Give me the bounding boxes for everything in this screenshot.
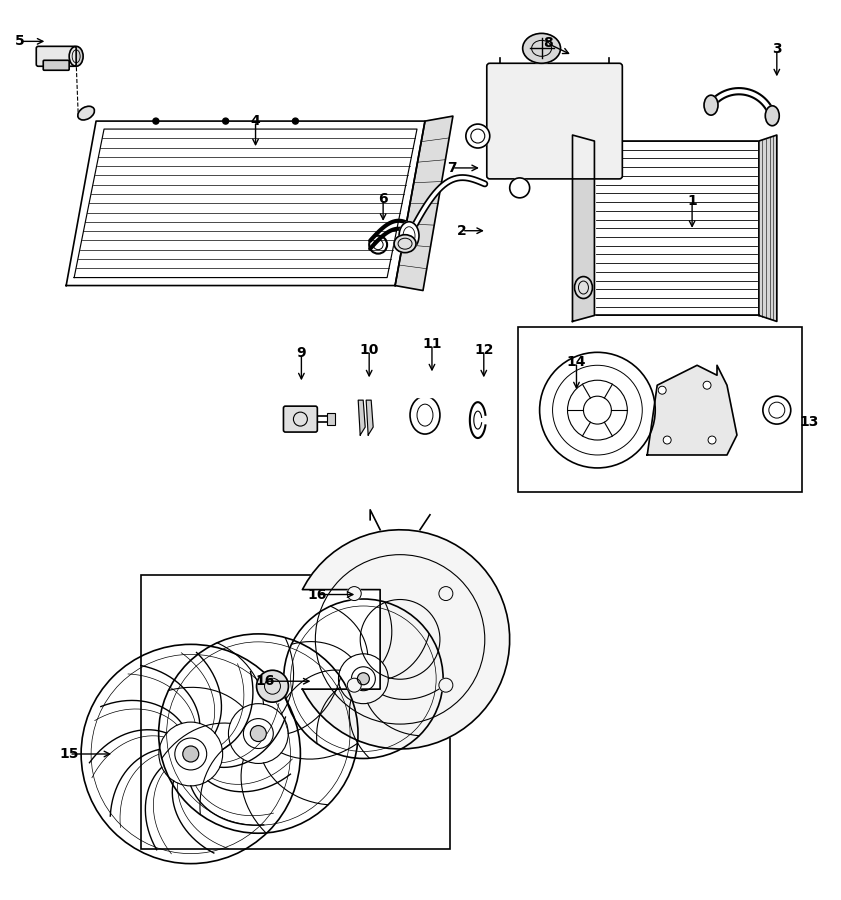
Polygon shape xyxy=(417,393,433,397)
Text: 1: 1 xyxy=(687,194,697,208)
Text: 9: 9 xyxy=(297,346,306,360)
Ellipse shape xyxy=(347,679,362,692)
FancyBboxPatch shape xyxy=(487,63,622,179)
Ellipse shape xyxy=(704,95,718,115)
Text: 8: 8 xyxy=(542,36,553,50)
Circle shape xyxy=(466,124,489,148)
Bar xyxy=(327,413,336,425)
Text: 14: 14 xyxy=(567,356,586,369)
Circle shape xyxy=(182,746,198,762)
Polygon shape xyxy=(395,116,453,291)
Circle shape xyxy=(659,386,666,394)
Ellipse shape xyxy=(394,235,416,253)
Bar xyxy=(141,574,450,849)
Polygon shape xyxy=(303,530,510,749)
Ellipse shape xyxy=(765,106,780,126)
Text: 7: 7 xyxy=(447,161,457,175)
Polygon shape xyxy=(358,400,365,435)
Text: 10: 10 xyxy=(359,343,378,357)
Ellipse shape xyxy=(522,33,561,63)
Circle shape xyxy=(708,436,716,444)
Circle shape xyxy=(664,436,671,444)
Circle shape xyxy=(540,352,655,468)
Polygon shape xyxy=(366,400,373,435)
Text: 13: 13 xyxy=(799,415,818,429)
Circle shape xyxy=(357,673,369,685)
Text: 16: 16 xyxy=(308,588,327,601)
Text: 16: 16 xyxy=(256,674,275,688)
Polygon shape xyxy=(573,135,595,321)
Text: 12: 12 xyxy=(474,343,494,357)
Text: 6: 6 xyxy=(378,192,388,206)
Bar xyxy=(518,328,801,492)
Circle shape xyxy=(223,118,229,124)
Bar xyxy=(595,141,759,315)
Circle shape xyxy=(153,118,159,124)
Text: 4: 4 xyxy=(251,114,261,128)
Polygon shape xyxy=(648,365,737,455)
Ellipse shape xyxy=(410,396,440,434)
Ellipse shape xyxy=(347,587,362,600)
Ellipse shape xyxy=(69,46,83,67)
Polygon shape xyxy=(759,135,777,321)
Ellipse shape xyxy=(439,587,452,600)
Ellipse shape xyxy=(439,679,452,692)
Text: 11: 11 xyxy=(422,338,442,351)
Text: 3: 3 xyxy=(772,42,781,57)
Ellipse shape xyxy=(77,106,94,120)
Circle shape xyxy=(293,118,299,124)
FancyBboxPatch shape xyxy=(36,46,77,67)
Ellipse shape xyxy=(399,221,419,249)
Circle shape xyxy=(703,382,711,389)
FancyBboxPatch shape xyxy=(283,406,317,432)
Circle shape xyxy=(763,396,791,424)
Ellipse shape xyxy=(574,276,592,299)
Circle shape xyxy=(251,725,267,742)
Circle shape xyxy=(257,670,288,702)
Circle shape xyxy=(510,178,530,198)
Text: 2: 2 xyxy=(457,224,467,238)
Text: 15: 15 xyxy=(60,747,79,761)
Text: 5: 5 xyxy=(14,34,24,49)
FancyBboxPatch shape xyxy=(43,60,69,70)
